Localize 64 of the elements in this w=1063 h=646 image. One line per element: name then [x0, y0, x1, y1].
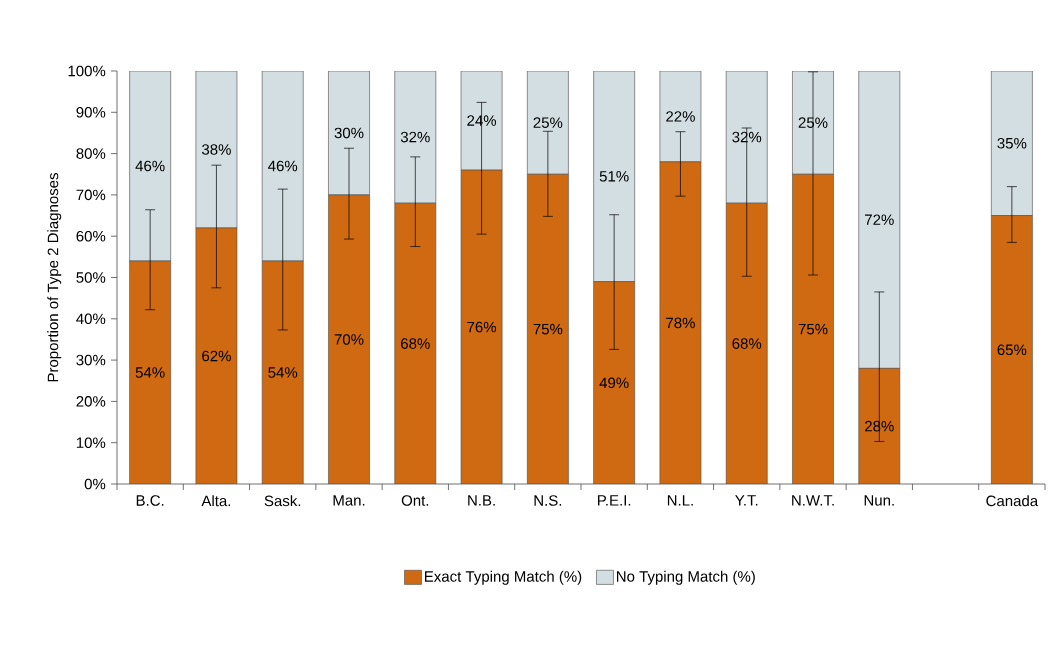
x-tick-label: N.L.	[667, 495, 693, 506]
bar	[991, 215, 1033, 484]
data-label: 46%	[135, 160, 165, 172]
data-label: 68%	[732, 338, 762, 349]
y-tick-label: 40%	[76, 313, 106, 325]
x-tick-label: N.B.	[468, 495, 495, 506]
data-label: 46%	[268, 160, 298, 172]
data-label: 70%	[334, 334, 364, 345]
data-label: 62%	[202, 350, 231, 362]
bar	[261, 260, 304, 484]
y-tick-label: 70%	[76, 189, 106, 201]
data-label: 49%	[599, 377, 629, 389]
data-label: 35%	[997, 137, 1027, 149]
x-tick-label: B.C.	[136, 495, 164, 506]
data-label: 32%	[400, 131, 430, 143]
x-tick-label: Sask.	[264, 495, 301, 507]
x-tick-label: Nun.	[864, 495, 894, 506]
bar	[328, 194, 370, 484]
data-label: 75%	[533, 323, 563, 335]
bar	[527, 173, 569, 484]
data-label: 68%	[401, 338, 430, 349]
x-tick-label: P.E.I.	[598, 495, 631, 506]
bar	[659, 161, 702, 484]
bar	[195, 227, 238, 484]
data-label: 25%	[798, 117, 828, 128]
bar	[725, 202, 768, 484]
data-label: 78%	[666, 317, 695, 329]
data-label: 38%	[202, 144, 231, 155]
bar	[129, 260, 171, 484]
y-tick-label: 30%	[76, 354, 106, 366]
data-label: 51%	[599, 171, 629, 182]
bar	[593, 281, 635, 484]
y-tick-label: 10%	[76, 437, 106, 448]
data-label: 75%	[798, 323, 828, 335]
legend-label: No Typing Match (%)	[617, 570, 755, 585]
data-label: 54%	[135, 367, 165, 378]
data-label: 76%	[467, 321, 497, 333]
bar	[460, 169, 503, 484]
y-tick-label: 80%	[76, 148, 106, 159]
x-tick-label: Alta.	[201, 495, 231, 507]
x-tick-label: Y.T.	[735, 495, 758, 506]
data-label: 72%	[865, 214, 894, 225]
x-tick-label: Man.	[333, 495, 365, 506]
data-label: 32%	[732, 131, 762, 143]
x-tick-label: Ont.	[401, 495, 429, 506]
x-tick-label: N.S.	[534, 495, 562, 506]
y-tick-label: 100%	[68, 65, 106, 77]
y-tick-label: 20%	[76, 396, 106, 407]
bar	[858, 368, 901, 484]
y-tick-label: 60%	[76, 230, 106, 242]
bar	[792, 173, 834, 484]
y-tick-label: 0%	[84, 478, 106, 490]
data-label: 25%	[533, 117, 563, 128]
x-tick-label: N.W.T.	[792, 495, 834, 506]
y-tick-label: 50%	[76, 272, 106, 283]
bar	[394, 202, 437, 484]
data-label: 22%	[666, 111, 695, 122]
y-tick-label: 90%	[76, 106, 106, 118]
legend-label: Exact Typing Match (%)	[425, 570, 582, 585]
data-label: 65%	[997, 344, 1027, 356]
y-axis-title: Proportion of Type 2 Diagnoses	[47, 173, 62, 382]
x-tick-label: Canada	[986, 495, 1039, 507]
data-label: 54%	[268, 367, 298, 378]
data-label: 30%	[334, 127, 364, 139]
